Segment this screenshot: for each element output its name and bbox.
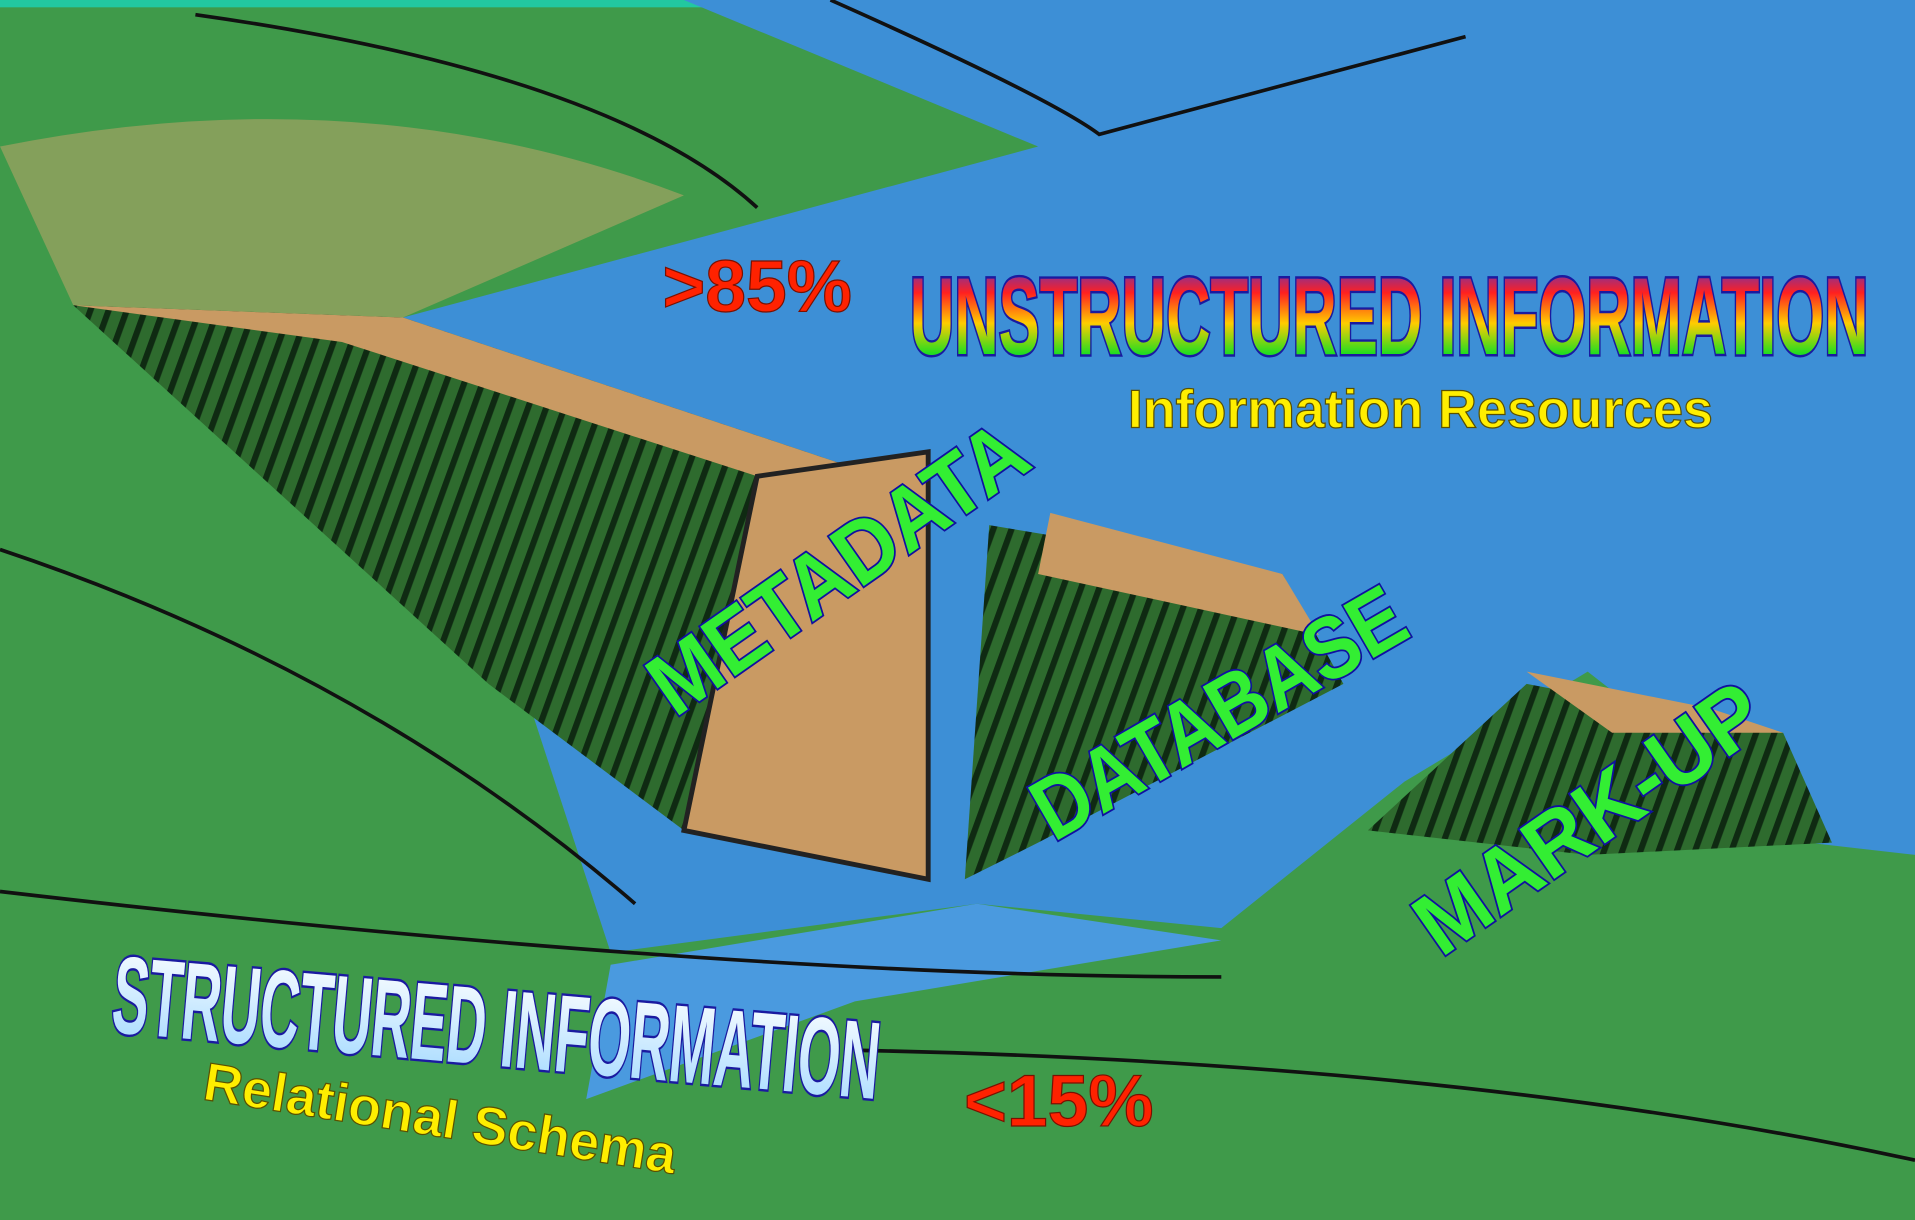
stream bbox=[586, 903, 1222, 1100]
unstructured-title: UNSTRUCTURED INFORMATION bbox=[910, 256, 1869, 378]
outline bbox=[0, 0, 1915, 1162]
structured-percent: <15% bbox=[964, 1060, 1153, 1142]
dam-top-2 bbox=[1038, 512, 1320, 636]
spillway bbox=[681, 449, 931, 883]
dam-top-3 bbox=[1526, 671, 1784, 733]
bank bbox=[0, 119, 684, 318]
unstructured-percent: >85% bbox=[662, 245, 851, 327]
dam-top bbox=[73, 305, 843, 477]
unstructured-subtitle: Information Resources bbox=[1128, 379, 1713, 439]
